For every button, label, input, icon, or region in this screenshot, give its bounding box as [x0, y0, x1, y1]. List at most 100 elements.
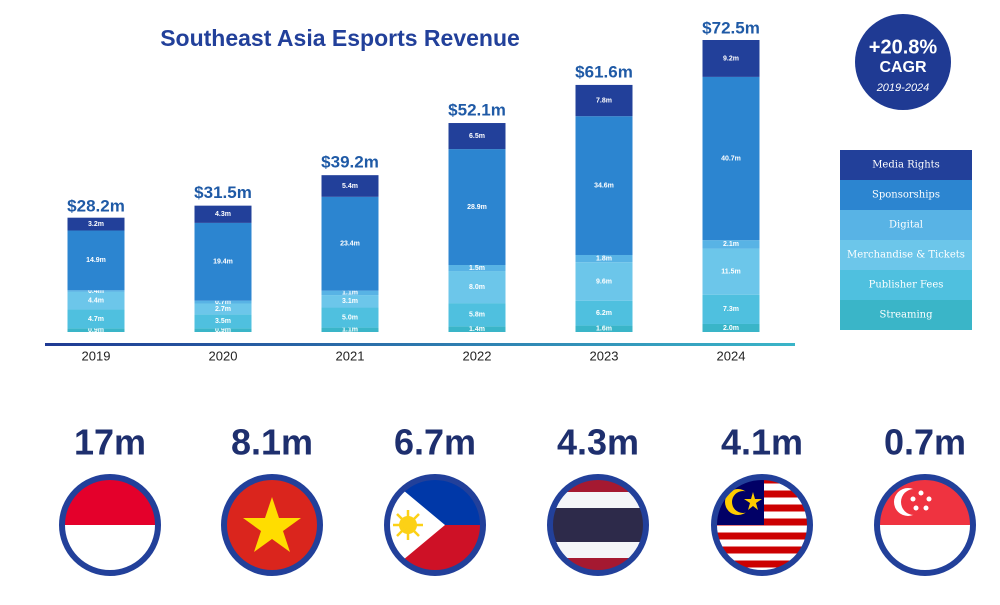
bar-segment [67, 291, 125, 310]
segment-label: 4.7m [88, 316, 104, 323]
bar-segment [702, 76, 760, 241]
segment-label: 0.7m [215, 299, 231, 306]
segment-label: 1.4m [469, 326, 485, 333]
segment-label: 3.2m [88, 221, 104, 228]
bar-segment [67, 309, 125, 329]
bar-segment [67, 290, 125, 292]
bar-segment [194, 205, 252, 223]
segment-label: 9.2m [723, 55, 739, 62]
segment-label: 23.4m [340, 241, 360, 248]
country-value: 4.3m [557, 422, 639, 463]
segment-label: 2.7m [215, 306, 231, 313]
bar-segment [702, 248, 760, 295]
bar-segment [448, 303, 506, 327]
legend-label: Sponsorships [872, 190, 940, 201]
bar-segment [702, 294, 760, 324]
legend-swatch [840, 240, 972, 270]
x-tick-label: 2021 [336, 348, 365, 363]
bar-segment [321, 295, 379, 308]
segment-label: 5.8m [469, 312, 485, 319]
total-label: $28.2m [67, 196, 125, 215]
bar-segment [194, 300, 252, 304]
legend-label: Media Rights [872, 160, 940, 171]
country-value: 8.1m [231, 422, 313, 463]
bar-segment [321, 290, 379, 296]
bar-segment [67, 328, 125, 332]
country-value: 0.7m [884, 422, 966, 463]
country-value: 4.1m [721, 422, 803, 463]
flags [59, 474, 976, 576]
segment-label: 6.2m [596, 310, 612, 317]
bar-segment [575, 300, 633, 326]
bar-segment [575, 116, 633, 255]
bar-segment [448, 149, 506, 266]
x-tick-label: 2022 [463, 348, 492, 363]
bar-segment [575, 84, 633, 117]
segment-label: 9.6m [596, 278, 612, 285]
bar-segment [702, 40, 760, 77]
bar-segment [194, 222, 252, 301]
bar-segment [702, 240, 760, 249]
segment-label: 28.9m [467, 204, 487, 211]
legend-swatch [840, 300, 972, 330]
segment-label: 1.1m [342, 327, 358, 334]
segment-label: 5.0m [342, 314, 358, 321]
segment-label: 7.3m [723, 306, 739, 313]
segment-label: 1.6m [596, 326, 612, 333]
segment-label: 0.9m [215, 327, 231, 334]
x-tick-label: 2019 [82, 348, 111, 363]
bar-segment [448, 326, 506, 332]
segment-label: 4.4m [88, 298, 104, 305]
bar-segment [67, 217, 125, 231]
legend-label: Streaming [879, 310, 933, 321]
bar-segment [321, 327, 379, 332]
segment-label: 8.0m [469, 284, 485, 291]
badge-period: 2019-2024 [876, 82, 930, 94]
segment-label: 7.8m [596, 97, 612, 104]
segment-label: 6.5m [469, 133, 485, 140]
segment-label: 2.0m [723, 325, 739, 332]
segment-label: 1.8m [596, 255, 612, 262]
bar-segment [702, 323, 760, 332]
legend-label: Merchandise & Tickets [847, 250, 965, 261]
segment-label: 5.4m [342, 183, 358, 190]
segment-label: 0.4m [88, 288, 104, 295]
segment-label: 19.4m [213, 259, 233, 266]
total-label: $52.1m [448, 101, 506, 120]
bar-segment [575, 254, 633, 263]
badge-label: CAGR [879, 59, 927, 76]
segment-label: 1.1m [342, 290, 358, 297]
segment-label: 14.9m [86, 257, 106, 264]
segment-label: 4.3m [215, 211, 231, 218]
x-tick-label: 2020 [209, 348, 238, 363]
segment-label: 2.1m [723, 241, 739, 248]
bar-segment [321, 175, 379, 197]
segment-label: 3.5m [215, 318, 231, 325]
total-label: $39.2m [321, 152, 379, 171]
legend-label: Publisher Fees [869, 280, 944, 291]
bar-segment [448, 271, 506, 304]
bar-segment [67, 230, 125, 291]
legend-swatch [840, 180, 972, 210]
x-tick-label: 2023 [590, 348, 619, 363]
country-value: 17m [74, 422, 146, 463]
baseline [45, 343, 795, 346]
segment-label: 40.7m [721, 155, 741, 162]
bar-segment [321, 307, 379, 328]
total-label: $61.6m [575, 62, 633, 81]
segment-label: 0.9m [88, 327, 104, 334]
segment-label: 34.6m [594, 182, 614, 189]
country-value: 6.7m [394, 422, 476, 463]
badge-value: +20.8% [869, 36, 938, 58]
legend-swatch [840, 150, 972, 180]
total-label: $72.5m [702, 19, 760, 38]
bar-segment [194, 303, 252, 315]
chart-title: Southeast Asia Esports Revenue [160, 25, 520, 51]
segment-label: 11.5m [721, 268, 740, 275]
bar-segment [194, 328, 252, 332]
segment-label: 3.1m [342, 298, 358, 305]
legend-label: Digital [889, 220, 923, 231]
bar-segment [321, 196, 379, 291]
badge-circle [855, 14, 951, 110]
